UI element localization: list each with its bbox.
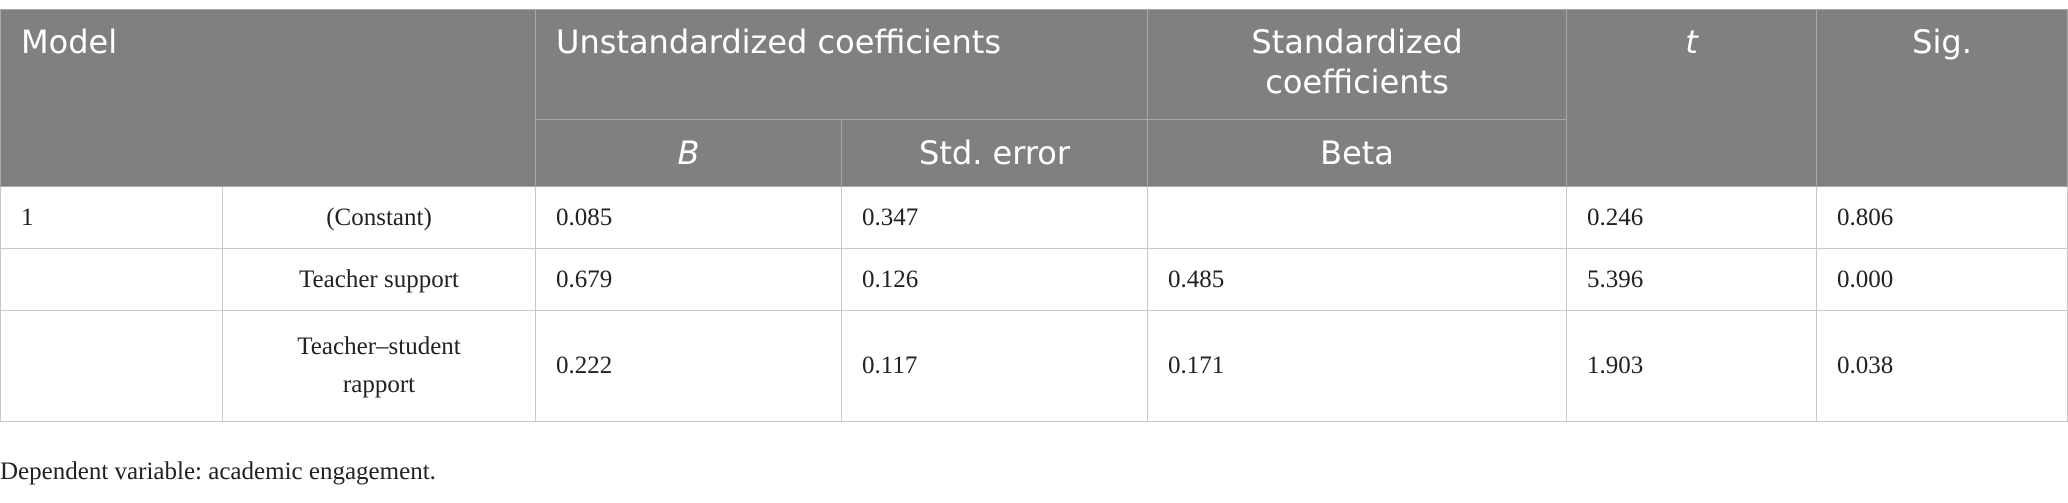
table-cell: 0.679	[535, 248, 843, 311]
table-cell: 0.806	[1816, 186, 2068, 249]
table-cell: 1	[0, 186, 223, 249]
table-cell: 0.222	[535, 310, 843, 422]
footnote: Dependent variable: academic engagement.	[0, 458, 436, 485]
header-cell: Model	[0, 9, 537, 187]
table-cell: 0.171	[1147, 310, 1568, 422]
header-cell: Sig.	[1816, 9, 2068, 187]
header-cell: B	[535, 119, 843, 187]
table-cell	[0, 310, 223, 422]
table-row: 1 (Constant) 0.085 0.347 0.246 0.806	[0, 186, 2068, 249]
table-cell: 0.126	[841, 248, 1149, 311]
header-cell: Unstandardized coefficients	[535, 9, 1149, 120]
table-cell: 0.038	[1816, 310, 2068, 422]
table-cell: 0.117	[841, 310, 1149, 422]
header-cell: Standardized coefficients	[1147, 9, 1568, 120]
table-cell: 0.347	[841, 186, 1149, 249]
table-cell	[0, 248, 223, 311]
header-cell: Std. error	[841, 119, 1149, 187]
header-cell: Beta	[1147, 119, 1568, 187]
table-cell: 0.246	[1566, 186, 1818, 249]
table-cell: 1.903	[1566, 310, 1818, 422]
table-cell: Teacher support	[221, 248, 537, 311]
table-row: Teacher support 0.679 0.126 0.485 5.396 0.000	[0, 248, 2068, 311]
table-cell: 0.085	[535, 186, 843, 249]
table-cell: (Constant)	[221, 186, 537, 249]
table-cell: 0.485	[1147, 248, 1568, 311]
table-cell	[1147, 186, 1568, 249]
table-row: Teacher–student rapport 0.222 0.117 0.171 1.…	[0, 310, 2068, 422]
table-cell: 0.000	[1816, 248, 2068, 311]
table-cell: 5.396	[1566, 248, 1818, 311]
header-cell: t	[1566, 9, 1818, 187]
table-cell: Teacher–student rapport	[221, 310, 537, 422]
regression-table: Model Unstandardized coefficients Standa…	[0, 9, 2068, 422]
table-body: 1 (Constant) 0.085 0.347 0.246 0.806 Teacher s…	[0, 186, 2068, 422]
